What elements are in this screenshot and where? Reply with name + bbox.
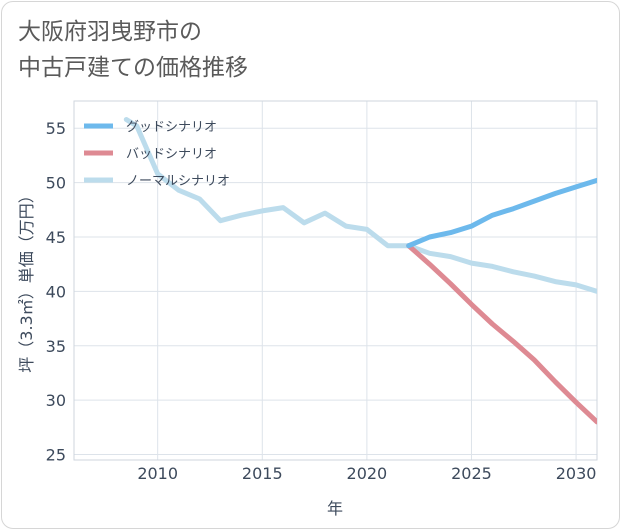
y-tick-label: 35	[46, 337, 66, 356]
tick-labels: 2010 2015 2020 2025 2030 25 30 35 40 45 50 55	[46, 119, 597, 483]
y-tick-label: 30	[46, 391, 66, 410]
y-tick-label: 25	[46, 446, 66, 465]
x-tick-label: 2020	[347, 464, 388, 483]
series-layer	[123, 117, 597, 425]
series-line-2	[406, 243, 597, 425]
plot-frame	[73, 100, 598, 461]
legend-label: グッドシナリオ	[126, 120, 217, 135]
legend-label: バッドシナリオ	[126, 147, 217, 162]
x-tick-label: 2030	[556, 464, 597, 483]
x-tick-label: 2025	[451, 464, 492, 483]
y-tick-label: 45	[46, 228, 66, 247]
series-line-3	[123, 117, 597, 294]
x-tick-label: 2015	[242, 464, 283, 483]
grid-lines	[74, 101, 597, 460]
x-tick-label: 2010	[137, 464, 178, 483]
y-tick-label: 55	[46, 119, 66, 138]
y-tick-label: 50	[46, 174, 66, 193]
x-axis-title: 年	[327, 499, 343, 518]
series-line-1	[406, 177, 597, 249]
chart-title: 大阪府羽曳野市の 中古戸建ての価格推移	[18, 19, 248, 81]
y-tick-label: 40	[46, 282, 66, 301]
y-axis-title: 坪（3.3㎡）単価（万円）	[17, 187, 36, 372]
legend-label: ノーマルシナリオ	[126, 174, 230, 189]
